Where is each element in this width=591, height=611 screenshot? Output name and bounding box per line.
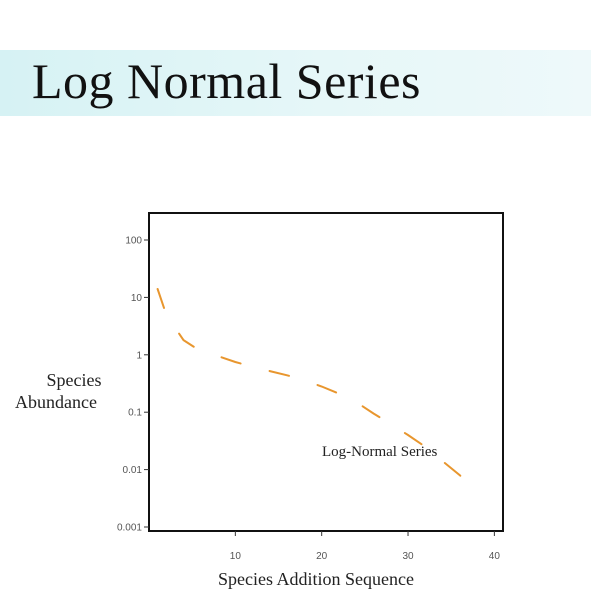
y-tick-label: 0.01 xyxy=(123,465,143,476)
x-tick-label: 40 xyxy=(489,551,501,562)
x-tick-label: 30 xyxy=(402,551,414,562)
x-axis-title: Species Addition Sequence xyxy=(218,569,414,589)
x-tick-label: 20 xyxy=(316,551,328,562)
y-axis-title-line-1: Species xyxy=(47,370,102,390)
plot-frame xyxy=(148,212,504,532)
y-tick-label: 100 xyxy=(125,236,142,247)
series-label: Log-Normal Series xyxy=(322,444,438,460)
y-tick-label: 0.001 xyxy=(117,523,142,534)
x-axis-ticks: 10 20 30 40 xyxy=(230,531,501,562)
x-tick-label: 10 xyxy=(230,551,242,562)
y-tick-label: 1 xyxy=(136,350,142,361)
y-axis-title-line-2: Abundance xyxy=(15,392,97,412)
y-tick-label: 10 xyxy=(131,293,143,304)
title-band xyxy=(0,50,591,116)
y-tick-label: 0.1 xyxy=(128,408,142,419)
slide-title: Log Normal Series xyxy=(32,53,421,109)
y-axis-ticks: 0.001 0.01 0.1 1 10 100 xyxy=(117,236,149,534)
